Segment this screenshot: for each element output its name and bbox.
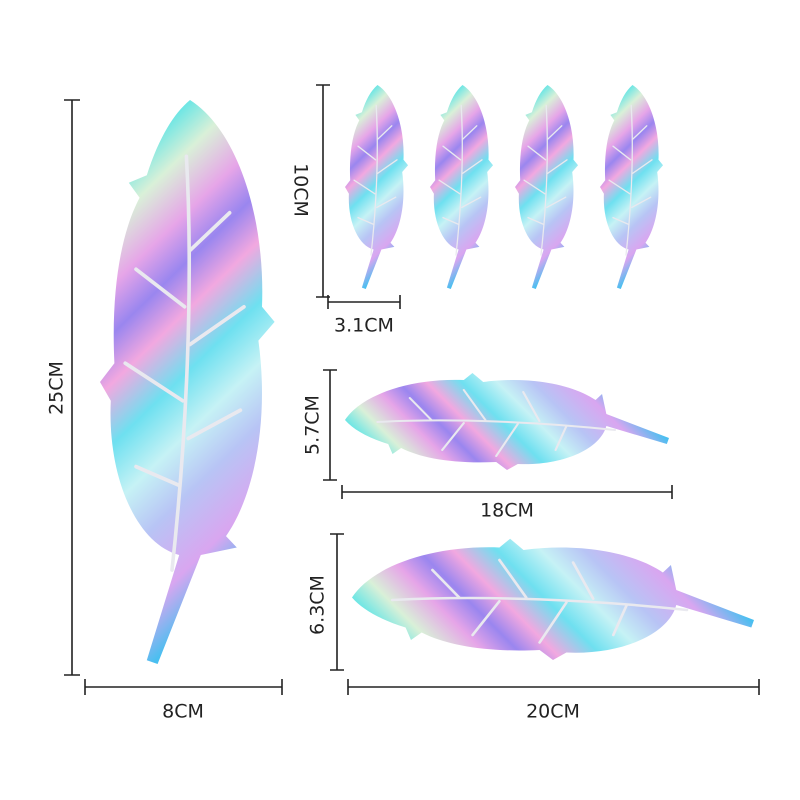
height-label: 10CM (290, 163, 312, 217)
width-label: 8CM (162, 701, 204, 723)
small-feather (514, 84, 579, 290)
height-label: 5.7CM (302, 395, 324, 455)
width-label: 3.1CM (334, 315, 394, 337)
small-feather (429, 84, 494, 290)
large-feather (98, 98, 277, 666)
height-label: 6.3CM (307, 575, 329, 635)
height-label: 25CM (46, 361, 68, 415)
width-label: 18CM (480, 500, 534, 522)
small-feather (599, 84, 664, 290)
dimension-lines (64, 84, 760, 695)
width-label: 20CM (526, 701, 580, 723)
medium-feather (343, 371, 671, 472)
long-feather (350, 537, 756, 662)
small-feather (344, 84, 409, 290)
